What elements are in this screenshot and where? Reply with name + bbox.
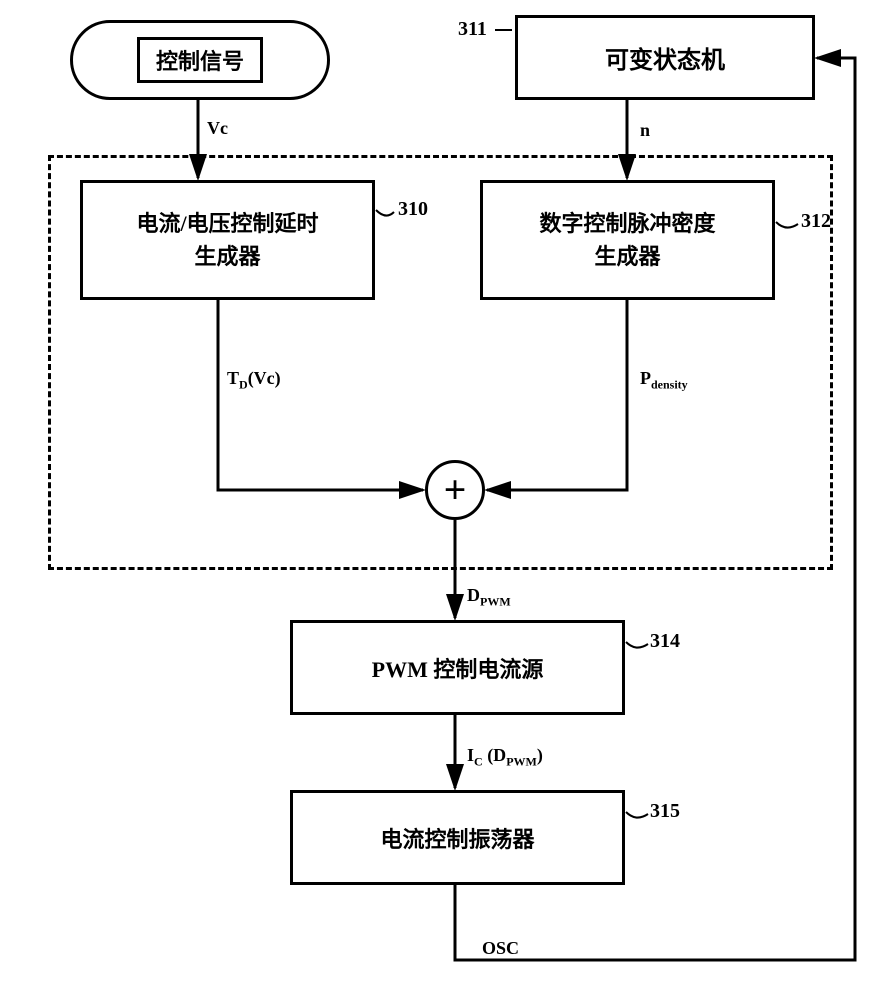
node-pwm-source: PWM 控制电流源: [290, 620, 625, 715]
ref-310: 310: [398, 198, 428, 221]
ref-314: 314: [650, 630, 680, 653]
label-n: n: [638, 120, 652, 141]
density-gen-line2: 生成器: [594, 240, 660, 273]
pwm-source-label: PWM 控制电流源: [372, 652, 544, 684]
label-ic: IC (DPWM): [465, 745, 545, 770]
node-cco: 电流控制振荡器: [290, 790, 625, 885]
node-state-machine: 可变状态机: [515, 15, 815, 100]
label-dpwm: DPWM: [465, 585, 513, 610]
label-td: TD(Vc): [225, 368, 283, 393]
delay-gen-line2: 生成器: [194, 240, 260, 273]
node-density-generator: 数字控制脉冲密度 生成器: [480, 180, 775, 300]
node-control-signal: 控制信号: [70, 20, 330, 100]
ref-315: 315: [650, 800, 680, 823]
summer-plus-icon: +: [444, 470, 467, 510]
label-pdensity: Pdensity: [638, 368, 690, 393]
control-signal-inner: 控制信号: [137, 37, 263, 83]
node-delay-generator: 电流/电压控制延时 生成器: [80, 180, 375, 300]
state-machine-label: 可变状态机: [605, 40, 725, 75]
cco-label: 电流控制振荡器: [380, 822, 534, 854]
node-summer: +: [425, 460, 485, 520]
delay-gen-line1: 电流/电压控制延时: [136, 207, 318, 240]
density-gen-line1: 数字控制脉冲密度: [539, 207, 715, 240]
label-vc: Vc: [205, 118, 230, 139]
control-signal-label: 控制信号: [156, 49, 244, 74]
label-osc: OSC: [480, 938, 521, 959]
diagram-canvas: 控制信号 可变状态机 电流/电压控制延时 生成器 数字控制脉冲密度 生成器 + …: [0, 0, 876, 1000]
ref-311: 311: [458, 18, 487, 41]
ref-312: 312: [801, 210, 831, 233]
